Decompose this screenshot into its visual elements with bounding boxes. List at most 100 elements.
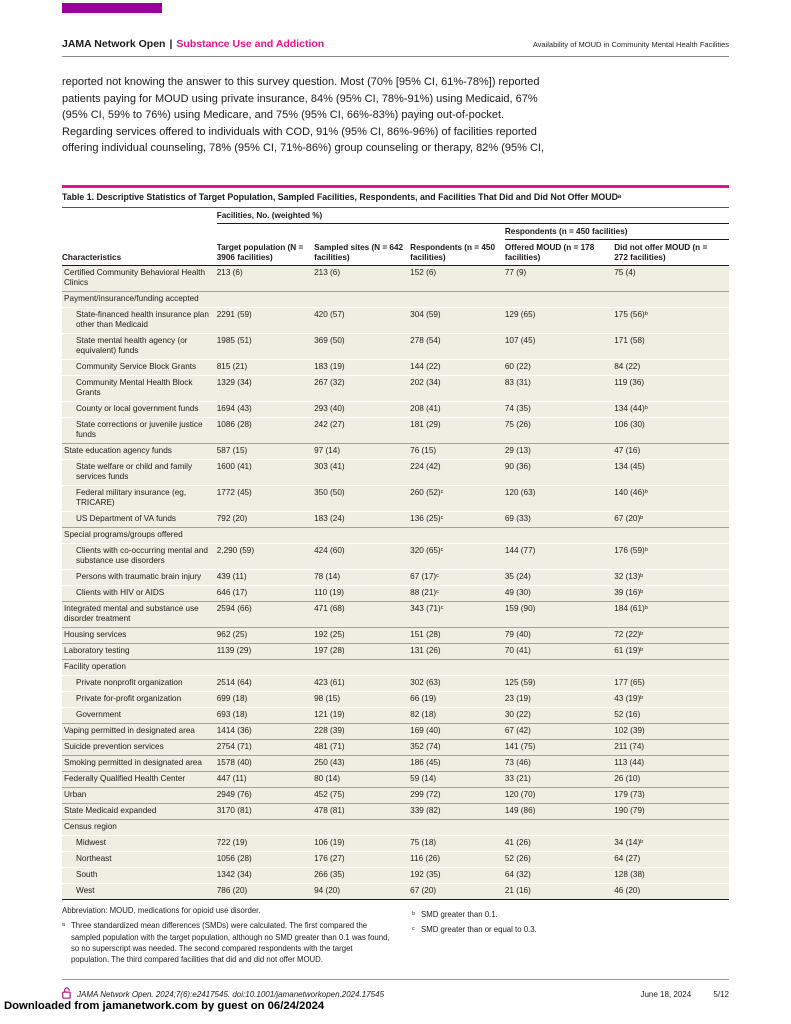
row-label: Northeast [62,850,217,868]
cell-value: 815 (21) [216,358,315,376]
cell-value: 197 (28) [314,642,411,660]
cell-value: 2514 (64) [216,674,315,692]
row-label: Federal military insurance (eg, TRICARE) [62,484,217,512]
masthead-rule [62,56,729,57]
row-label: State corrections or juvenile justice fu… [62,416,217,444]
brand-bar [62,3,162,13]
cell-value: 83 (31) [504,374,615,402]
cell-value: 2291 (59) [216,306,315,334]
spacer-cell [62,223,505,239]
row-label: State welfare or child and family servic… [62,458,217,486]
cell-value: 134 (44)ᵇ [614,400,729,418]
cell-value: 120 (70) [504,786,615,804]
cell-value: 293 (40) [314,400,411,418]
cell-value: 304 (59) [410,306,505,334]
table-row: South 1342 (34) 266 (35) 192 (35) 64 (32) 128… [62,866,729,884]
table-row: Federally Qualified Health Center 447 (11… [62,770,729,788]
footer-rule [62,979,729,981]
open-access-icon [62,987,72,1001]
table-row: Vaping permitted in designated area 1414 … [62,722,729,740]
cell-value: 1578 (40) [216,754,315,772]
cell-value: 587 (15) [216,442,315,460]
row-label: Integrated mental and substance use diso… [62,600,217,628]
cell-value: 1086 (28) [216,416,315,444]
cell-value: 67 (17)ᶜ [410,568,505,586]
cell-value: 369 (50) [314,332,411,360]
cell-value: 35 (24) [504,568,615,586]
cell-value: 94 (20) [314,882,411,900]
masthead-left: JAMA Network Open | Substance Use and Addi… [62,38,324,50]
table-row: State welfare or child and family servic… [62,458,729,486]
footnote-c-marker: ᶜ [412,925,415,935]
cell-value: 82 (18) [410,706,505,724]
row-label: West [62,882,217,900]
row-label: Persons with traumatic brain injury [62,568,217,586]
cell-value: 64 (27) [614,850,729,868]
cell-value: 228 (39) [314,722,411,740]
column-header: Characteristics [62,239,217,266]
table-row: Community Service Block Grants 815 (21) 18… [62,358,729,376]
cell-value: 478 (81) [314,802,411,820]
cell-value: 339 (82) [410,802,505,820]
row-label: Government [62,706,217,724]
table-footnotes: Abbreviation: MOUD, medications for opio… [62,905,729,965]
cell-value: 183 (24) [314,510,411,528]
cell-value: 250 (43) [314,754,411,772]
table-title: Table 1. Descriptive Statistics of Targe… [62,188,729,208]
cell-value: 116 (26) [410,850,505,868]
cell-value: 129 (65) [504,306,615,334]
table-row: West 786 (20) 94 (20) 67 (20) 21 (16) 46 (20) [62,882,729,900]
page-footer: JAMA Network Open. 2024;7(6):e2417545. d… [62,987,729,1001]
cell-value: 171 (58) [614,332,729,360]
table-row: Smoking permitted in designated area 1578… [62,754,729,772]
cell-value: 29 (13) [504,442,615,460]
cell-value: 1056 (28) [216,850,315,868]
cell-value: 67 (20) [410,882,505,900]
cell-value: 177 (65) [614,674,729,692]
cell-value: 1139 (29) [216,642,315,660]
cell-value: 79 (40) [504,626,615,644]
cell-value: 420 (57) [314,306,411,334]
row-label: Suicide prevention services [62,738,217,756]
row-label: Midwest [62,834,217,852]
cell-value: 78 (14) [314,568,411,586]
table-row: Clients with co-occurring mental and sub… [62,542,729,570]
row-label: County or local government funds [62,400,217,418]
cell-value: 1342 (34) [216,866,315,884]
cell-value: 192 (25) [314,626,411,644]
row-label: Private for-profit organization [62,690,217,708]
cell-value: 439 (11) [216,568,315,586]
masthead-separator: | [169,38,173,50]
table-1-block: Table 1. Descriptive Statistics of Targe… [62,184,729,965]
cell-value: 352 (74) [410,738,505,756]
cell-value: 144 (22) [410,358,505,376]
cell-value: 481 (71) [314,738,411,756]
cell-value: 350 (50) [314,484,411,512]
row-label: Clients with co-occurring mental and sub… [62,542,217,570]
cell-value: 149 (86) [504,802,615,820]
cell-value: 26 (10) [614,770,729,788]
table-row: Persons with traumatic brain injury 439 (… [62,568,729,586]
table-row: State corrections or juvenile justice fu… [62,416,729,444]
table-row: Laboratory testing 1139 (29) 197 (28) 131 (… [62,642,729,660]
cell-value: 159 (90) [504,600,615,628]
footer-left: JAMA Network Open. 2024;7(6):e2417545. d… [62,987,384,1001]
cell-value: 52 (26) [504,850,615,868]
cell-value: 75 (26) [504,416,615,444]
table-row: State-financed health insurance plan oth… [62,306,729,334]
cell-value: 179 (73) [614,786,729,804]
table-section-row: Payment/insurance/funding accepted [62,290,729,308]
footnote-b: ᵇ SMD greater than 0.1. [412,909,729,920]
cell-value: 67 (20)ᵇ [614,510,729,528]
cell-value: 107 (45) [504,332,615,360]
cell-value: 213 (6) [314,265,411,292]
row-label: Community Service Block Grants [62,358,217,376]
cell-value: 106 (30) [614,416,729,444]
row-label: Vaping permitted in designated area [62,722,217,740]
cell-value: 424 (60) [314,542,411,570]
footnotes-left-column: Abbreviation: MOUD, medications for opio… [62,905,392,965]
cell-value: 260 (52)ᶜ [410,484,505,512]
section-label: Special programs/groups offered [62,526,729,544]
row-label: State mental health agency (or equivalen… [62,332,217,360]
